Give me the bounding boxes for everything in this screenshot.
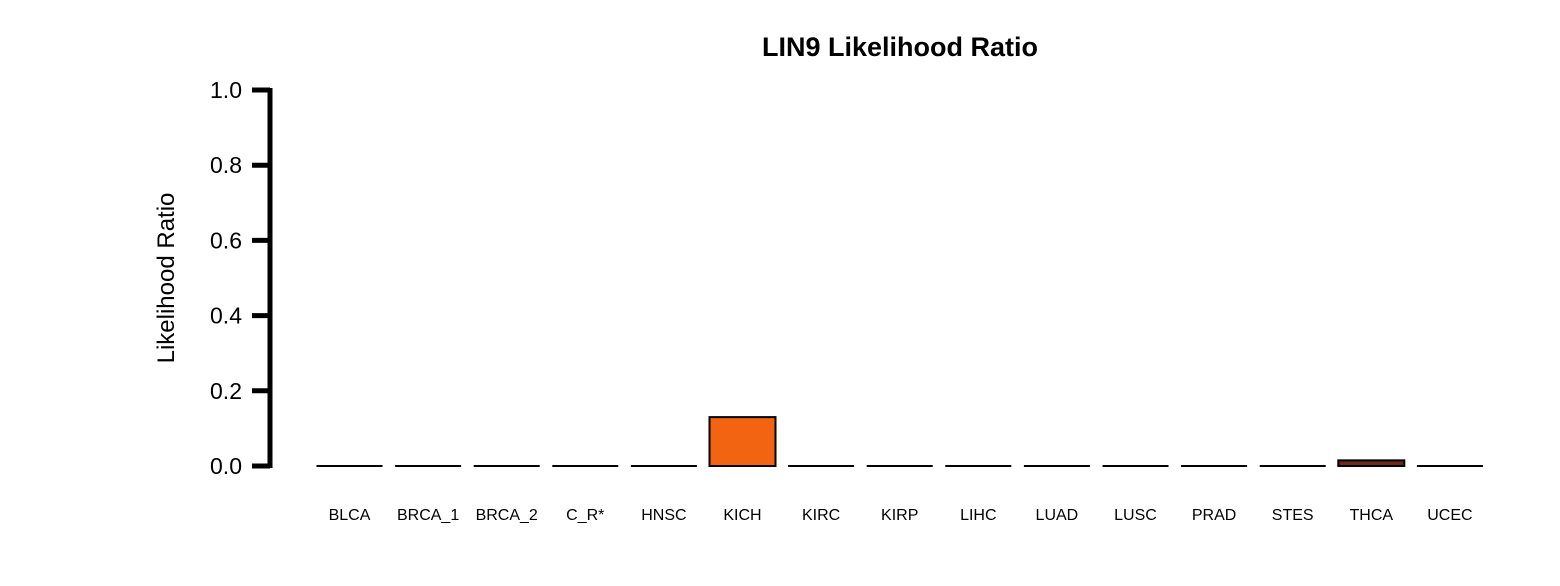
x-tick-label: LUSC (1114, 507, 1157, 524)
y-tick-label: 0.6 (210, 227, 242, 253)
y-tick-label: 0.2 (210, 378, 242, 404)
x-tick-label: LUAD (1036, 507, 1079, 524)
x-tick-label: KIRC (802, 507, 840, 524)
x-tick-label: HNSC (641, 507, 686, 524)
x-tick-label: KIRP (881, 507, 918, 524)
x-tick-label: STES (1272, 507, 1314, 524)
y-tick-label: 0.8 (210, 152, 242, 178)
x-tick-label: UCEC (1427, 507, 1472, 524)
y-tick-label: 0.4 (210, 303, 242, 329)
bar-kich (708, 416, 777, 467)
y-tick-label: 0.0 (210, 453, 242, 479)
chart-title: LIN9 Likelihood Ratio (762, 32, 1038, 62)
x-tick-label: KICH (723, 507, 761, 524)
bars (316, 416, 1483, 467)
x-tick-label: PRAD (1192, 507, 1236, 524)
x-tick-label: BLCA (329, 507, 371, 524)
y-tick-label: 1.0 (210, 77, 242, 103)
y-axis: 0.0 0.2 0.4 0.6 0.8 1.0 (210, 77, 273, 479)
y-axis-label: Likelihood Ratio (153, 193, 180, 364)
x-tick-labels: BLCA BRCA_1 BRCA_2 C_R* HNSC KICH KIRC KIRP LIHC… (329, 507, 1473, 524)
x-tick-label: THCA (1350, 507, 1394, 524)
x-tick-label: BRCA_2 (476, 507, 538, 524)
bar-thca (1337, 459, 1406, 467)
x-tick-label: BRCA_1 (397, 507, 459, 524)
x-tick-label: C_R* (566, 507, 604, 524)
x-tick-label: LIHC (960, 507, 996, 524)
